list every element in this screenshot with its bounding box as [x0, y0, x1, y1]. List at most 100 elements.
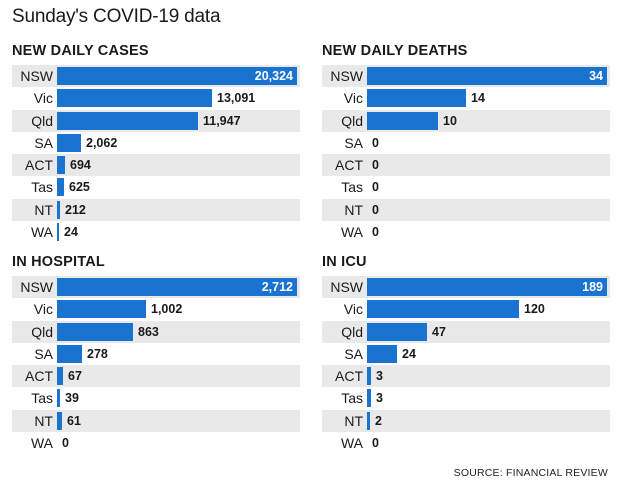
- bar-rows: NSW 34 Vic 14 Qld 10 SA 0 ACT 0 Tas 0 NT 0 WA 0: [322, 65, 610, 243]
- bar-row-wa: WA 0: [12, 432, 300, 454]
- value-label: 0: [372, 180, 379, 195]
- bar-row-nt: NT 61: [12, 409, 300, 433]
- value-label: 278: [87, 346, 108, 361]
- category-label: WA: [340, 435, 363, 452]
- bar-row-act: ACT 67: [12, 365, 300, 388]
- value-label: 0: [62, 436, 69, 451]
- value-label: 0: [372, 158, 379, 173]
- value-label: 13,091: [217, 91, 256, 106]
- bar: [367, 111, 438, 130]
- category-label: WA: [30, 224, 53, 241]
- category-label: Vic: [33, 90, 53, 107]
- value-label: 1,002: [151, 302, 183, 317]
- category-label: Qld: [341, 323, 363, 340]
- value-label: 34: [589, 69, 603, 83]
- value-label: 39: [65, 391, 79, 406]
- bar-row-tas: Tas 0: [322, 176, 610, 198]
- bar: [367, 367, 371, 386]
- page-title: Sunday's COVID-19 data: [12, 6, 221, 27]
- category-label: Tas: [31, 390, 53, 407]
- category-label: WA: [340, 224, 363, 241]
- bar-row-sa: SA 278: [12, 343, 300, 365]
- category-label: WA: [30, 435, 53, 452]
- bar: [57, 67, 297, 85]
- bar: [367, 89, 466, 108]
- value-label: 120: [524, 302, 545, 317]
- bar-row-act: ACT 3: [322, 365, 610, 388]
- value-label: 3: [376, 369, 383, 384]
- value-label: 0: [372, 202, 379, 217]
- category-label: Qld: [341, 112, 363, 129]
- value-label: 20,324: [254, 69, 293, 83]
- category-label: ACT: [25, 368, 53, 385]
- bar-row-wa: WA 24: [12, 221, 300, 243]
- bar: [367, 67, 607, 85]
- category-label: NT: [34, 412, 53, 429]
- bar-row-nt: NT 2: [322, 409, 610, 433]
- bar: [57, 278, 297, 296]
- panel-title: NEW DAILY DEATHS: [322, 43, 468, 59]
- value-label: 24: [402, 346, 416, 361]
- value-label: 863: [138, 324, 159, 339]
- bar-row-nsw: NSW 20,324: [12, 65, 300, 88]
- category-label: NT: [344, 201, 363, 218]
- value-label: 0: [372, 436, 379, 451]
- category-label: Tas: [341, 390, 363, 407]
- bar-row-tas: Tas 625: [12, 176, 300, 198]
- bar-row-wa: WA 0: [322, 221, 610, 243]
- bar-row-sa: SA 24: [322, 343, 610, 365]
- value-label: 61: [67, 413, 81, 428]
- bar: [367, 322, 427, 341]
- bar: [57, 133, 81, 152]
- category-label: SA: [34, 134, 53, 151]
- bar: [57, 322, 133, 341]
- value-label: 0: [372, 225, 379, 240]
- category-label: SA: [344, 345, 363, 362]
- value-label: 47: [432, 324, 446, 339]
- value-label: 11,947: [203, 113, 241, 128]
- category-label: ACT: [335, 157, 363, 174]
- panel-title: IN ICU: [322, 254, 367, 270]
- bar-row-act: ACT 694: [12, 154, 300, 177]
- value-label: 2,062: [86, 135, 118, 150]
- bar: [367, 389, 371, 408]
- bar-row-vic: Vic 14: [322, 87, 610, 109]
- category-label: NT: [344, 412, 363, 429]
- value-label: 0: [372, 135, 379, 150]
- bar-row-tas: Tas 3: [322, 387, 610, 409]
- source-note: SOURCE: FINANCIAL REVIEW: [453, 467, 608, 479]
- value-label: 2,712: [261, 280, 293, 294]
- bar: [57, 367, 63, 386]
- bar-row-nsw: NSW 189: [322, 276, 610, 299]
- bar-row-act: ACT 0: [322, 154, 610, 177]
- value-label: 67: [68, 369, 82, 384]
- category-label: ACT: [335, 368, 363, 385]
- bar: [57, 300, 146, 319]
- bar: [57, 178, 64, 197]
- category-label: NSW: [330, 279, 363, 295]
- category-label: Qld: [31, 112, 53, 129]
- category-label: Tas: [341, 179, 363, 196]
- bar: [57, 156, 65, 175]
- bar: [367, 344, 397, 363]
- bar-row-wa: WA 0: [322, 432, 610, 454]
- category-label: SA: [34, 345, 53, 362]
- value-label: 2: [375, 413, 382, 428]
- bar: [57, 200, 60, 219]
- panel-title: IN HOSPITAL: [12, 254, 105, 270]
- bar-row-sa: SA 0: [322, 132, 610, 154]
- bar-row-qld: Qld 47: [322, 320, 610, 343]
- bar-row-sa: SA 2,062: [12, 132, 300, 154]
- bar-row-nsw: NSW 2,712: [12, 276, 300, 299]
- bar-row-qld: Qld 10: [322, 109, 610, 132]
- value-label: 694: [70, 158, 91, 173]
- bar-row-tas: Tas 39: [12, 387, 300, 409]
- category-label: Vic: [33, 301, 53, 318]
- bar: [57, 411, 62, 430]
- category-label: NSW: [330, 68, 363, 84]
- category-label: SA: [344, 134, 363, 151]
- bar-row-nt: NT 212: [12, 198, 300, 222]
- bar: [57, 111, 198, 130]
- bar-row-nt: NT 0: [322, 198, 610, 222]
- category-label: ACT: [25, 157, 53, 174]
